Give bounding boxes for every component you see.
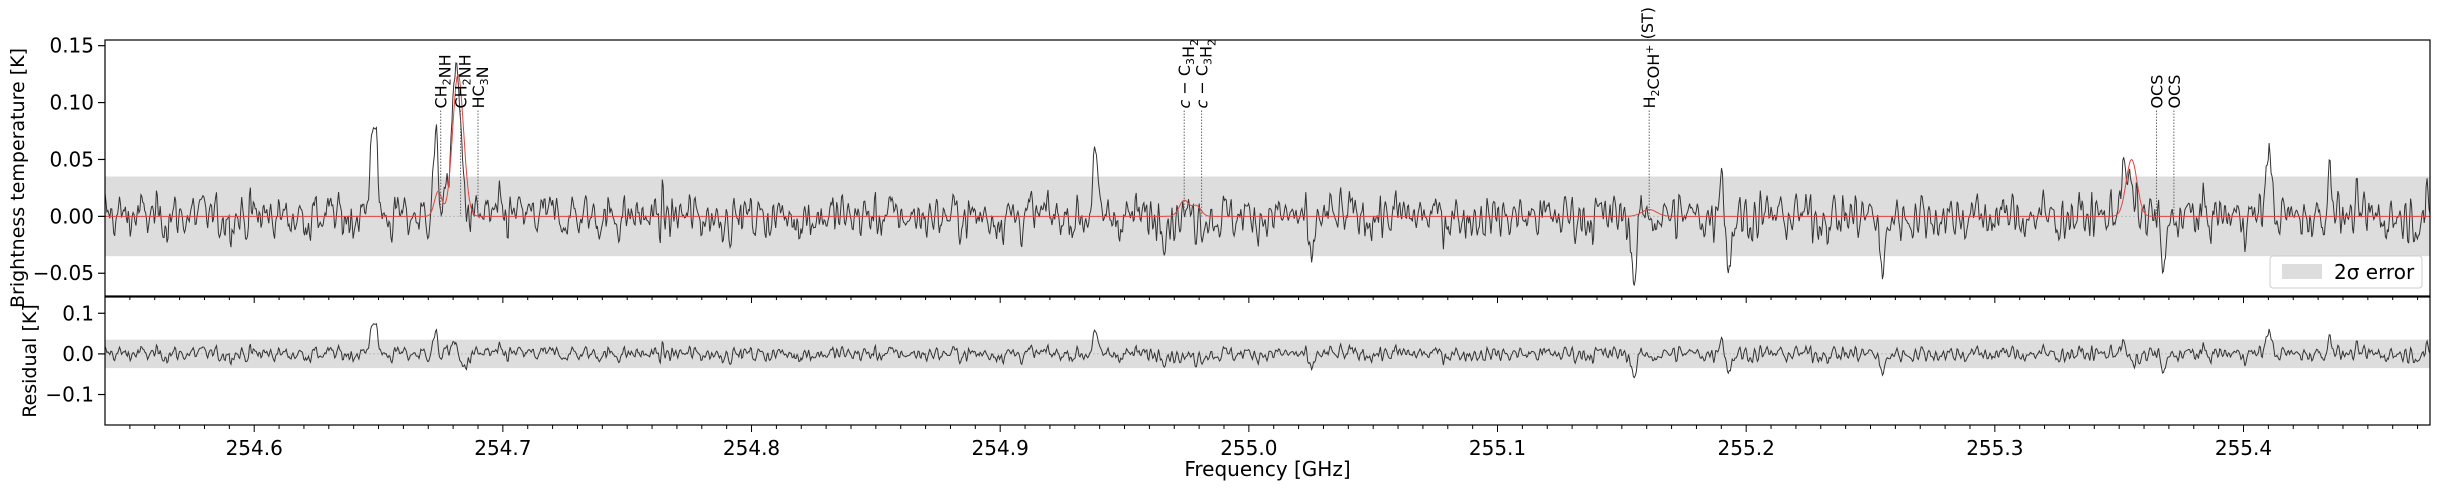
line-marker-label: c − C3H2 [1193, 39, 1219, 109]
label-part: CH [452, 85, 471, 108]
line-marker-label: c − C3H2 [1175, 39, 1201, 109]
label-part: 3 [478, 78, 491, 85]
top-y-tick-label: 0.15 [49, 34, 94, 58]
label-part: 2 [1188, 39, 1201, 46]
x-tick-label: 255.4 [2215, 436, 2272, 460]
line-marker-label: CH2NH [452, 54, 475, 108]
bottom-y-tick-label: 0.1 [62, 301, 94, 325]
legend-label: 2σ error [2334, 260, 2415, 284]
label-part: c [1175, 100, 1194, 109]
line-marker-label: OCS [2165, 75, 2184, 109]
top-y-ticks: 0.15 0.10 0.05 0.00 −0.05 [33, 34, 105, 285]
top-y-tick-label: −0.05 [33, 261, 94, 285]
x-tick-label: 254.7 [474, 436, 531, 460]
label-part: 2 [441, 78, 454, 85]
x-tick-label: 255.2 [1718, 436, 1775, 460]
bottom-y-ticks: 0.1 0.0 −0.1 [45, 301, 105, 407]
line-marker-label: CH2NH [432, 54, 455, 108]
line-marker-label: OCS [2147, 75, 2166, 109]
label-part: H [1179, 46, 1198, 58]
residual-panel: 0.1 0.0 −0.1 254.6 254.7 254.8 254.9 255.0 255.… [19, 296, 2431, 481]
top-y-tick-label: 0.00 [49, 204, 94, 228]
line-marker-label: H2COH+ (ST) [1638, 7, 1663, 109]
label-part: (ST) [1638, 7, 1657, 45]
x-tick-label: 254.9 [972, 436, 1029, 460]
label-part: − C [1193, 65, 1212, 100]
x-tick-label: 254.6 [226, 436, 283, 460]
bottom-y-tick-label: −0.1 [45, 383, 94, 407]
top-y-tick-label: 0.05 [49, 147, 94, 171]
label-part: 2 [461, 78, 474, 85]
label-part: COH [1644, 54, 1663, 90]
label-part: H [1197, 46, 1216, 58]
label-part: N [473, 66, 492, 78]
legend: 2σ error [2269, 255, 2423, 289]
label-part: c [1193, 100, 1212, 109]
bottom-axes-frame [104, 296, 2431, 426]
top-axes-frame [104, 39, 2431, 297]
line-marker-lines [440, 110, 2175, 217]
bottom-y-axis-label: Residual [K] [19, 304, 41, 418]
label-part: OCS [2147, 75, 2166, 109]
x-tick-label: 255.0 [1220, 436, 1277, 460]
line-marker-label: HC3N [469, 66, 492, 108]
label-part: − C [1175, 65, 1194, 100]
label-part: H [1640, 97, 1659, 109]
label-part: 2 [1649, 90, 1662, 97]
label-part: + [1643, 44, 1656, 53]
bottom-y-tick-label: 0.0 [62, 342, 94, 366]
x-ticks: 254.6 254.7 254.8 254.9 255.0 255.1 255.2 255.3… [129, 296, 2419, 460]
x-tick-label: 255.3 [1966, 436, 2023, 460]
label-part: NH [436, 54, 455, 78]
legend-swatch [2282, 264, 2322, 279]
x-tick-label: 254.8 [723, 436, 780, 460]
label-part: CH [432, 85, 451, 108]
label-part: 3 [1202, 58, 1215, 65]
top-y-axis-label: Brightness temperature [K] [7, 48, 29, 308]
residual-line [105, 323, 2430, 379]
label-part: 3 [1184, 58, 1197, 65]
model-spectrum-line [105, 73, 2430, 217]
top-y-tick-label: 0.10 [49, 91, 94, 115]
x-axis-label: Frequency [GHz] [1184, 457, 1350, 481]
label-part: NH [456, 54, 475, 78]
observed-spectrum-line [105, 62, 2430, 286]
x-tick-label: 255.1 [1469, 436, 1526, 460]
label-part: OCS [2165, 75, 2184, 109]
label-part: HC [469, 85, 488, 108]
label-part: 2 [1206, 39, 1219, 46]
